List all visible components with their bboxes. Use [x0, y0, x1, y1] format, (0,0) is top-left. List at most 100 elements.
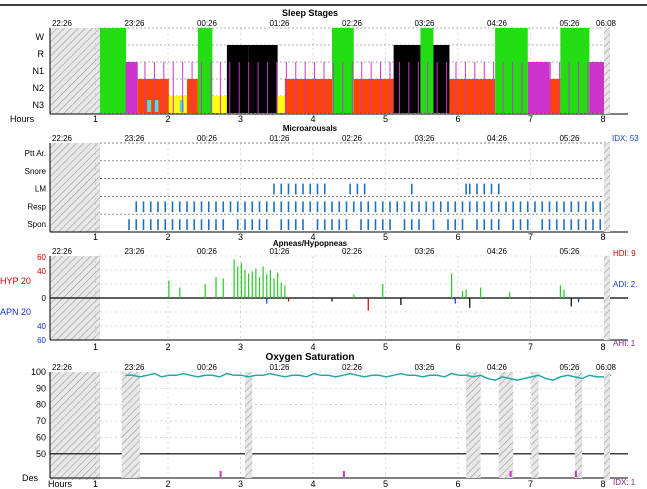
microarousal-index: IDX: 53 [612, 134, 639, 143]
sleep-hours-label: Hours [10, 114, 35, 124]
time-tick-label: 00:26 [197, 134, 218, 143]
micro-grid [49, 142, 628, 233]
desaturation-event [219, 471, 222, 477]
time-tick-label: 05:26 [559, 363, 580, 372]
time-tick-label: 01:26 [269, 247, 290, 256]
time-tick-label: 05:26 [559, 19, 580, 28]
sleep-segments [100, 28, 608, 113]
hour-tick-label: 5 [383, 342, 388, 352]
time-tick-label: 01:26 [269, 363, 290, 372]
apnea-yaxis: 60 40 0 40 60 [37, 253, 46, 345]
sleep-stage-segment [527, 62, 550, 113]
sleep-stage-segment [420, 28, 434, 113]
micro-time-ticks: 22:26 23:26 00:26 01:26 02:26 03:26 04:26 05:26 [52, 134, 580, 143]
sleep-stage-label: N3 [32, 100, 44, 110]
time-tick-label: 22:26 [52, 363, 73, 372]
time-tick-label: 03:26 [414, 363, 435, 372]
hdi-label: HDI: 9 [613, 249, 636, 258]
time-tick-label: 23:26 [124, 247, 145, 256]
time-tick-label: 04:26 [487, 19, 508, 28]
hour-tick-label: 8 [600, 479, 605, 489]
apn-tick-label: 40 [37, 322, 46, 331]
hour-tick-label: 5 [383, 232, 388, 242]
time-tick-label: 23:26 [124, 134, 145, 143]
sleep-stage-segment [549, 79, 561, 113]
sleep-stage-segment [393, 45, 421, 113]
sleep-stage-segment [277, 96, 285, 113]
apneas-title: Apneas/Hypopneas [273, 239, 348, 248]
time-tick-label: 01:26 [269, 19, 290, 28]
sleep-stage-label: R [38, 49, 45, 59]
hour-tick-label: 4 [310, 114, 315, 124]
hyp-tick-label: 40 [37, 267, 46, 276]
micro-row-label: LM [35, 185, 46, 194]
sleep-stage-segment [317, 79, 332, 113]
sleep-stage-segment [212, 96, 227, 113]
apnea-events [168, 259, 580, 311]
apnea-hour-ticks: 1 2 3 4 5 6 7 8 [93, 342, 606, 352]
sleep-n3-alt-mark [147, 100, 152, 112]
oxygen-hours-label: Hours [48, 479, 73, 489]
desaturation-window [466, 372, 481, 478]
apnea-lights-on-hatch [604, 256, 610, 340]
adi-label: ADI: 2. [613, 280, 637, 289]
time-tick-label: 06:08 [596, 363, 617, 372]
hour-tick-label: 7 [528, 342, 533, 352]
sleep-stage-segment [284, 79, 318, 113]
time-tick-label: 23:26 [124, 19, 145, 28]
desaturation-window [531, 372, 539, 478]
time-tick-label: 02:26 [342, 363, 363, 372]
oxygen-panel: Oxygen Saturation 22:26 23:26 00:26 01:26 02… [22, 352, 636, 489]
hour-tick-label: 7 [528, 232, 533, 242]
apnea-time-ticks: 22:26 23:26 00:26 01:26 02:26 03:26 04:26 05:26 [52, 247, 580, 256]
sleep-lights-off-hatch [50, 28, 100, 114]
hour-tick-label: 8 [600, 342, 605, 352]
hour-tick-label: 6 [455, 232, 460, 242]
sleep-stage-segment [168, 96, 187, 113]
sleep-n3-alt-mark [179, 100, 184, 112]
sleep-stage-segment [100, 28, 127, 113]
time-tick-label: 04:26 [487, 247, 508, 256]
time-tick-label: 05:26 [559, 134, 580, 143]
sleep-stages-panel: Sleep Stages 22:26 23:26 00:26 01:26 02:26 03… [10, 8, 628, 124]
time-tick-label: 03:26 [414, 134, 435, 143]
sleep-lights-on-hatch [604, 28, 610, 114]
sleep-stages-title: Sleep Stages [282, 8, 338, 18]
sleep-stage-segment [248, 45, 278, 113]
micro-row-label: Ptt Ar. [25, 149, 46, 158]
apneas-panel: Apneas/Hypopneas 22:26 23:26 00:26 01:26 02:… [0, 239, 637, 352]
desaturation-event [574, 471, 577, 477]
desaturation-window [498, 372, 514, 478]
time-tick-label: 03:26 [414, 19, 435, 28]
sleep-stage-labels: WR N1 N2 N3 [32, 32, 44, 110]
hour-tick-label: 3 [238, 114, 243, 124]
hour-tick-label: 2 [165, 232, 170, 242]
des-label: Des [22, 473, 39, 483]
oxygen-yaxis: 100 90 80 70 60 50 [31, 367, 46, 459]
hour-tick-label: 7 [528, 479, 533, 489]
hour-tick-label: 5 [383, 479, 388, 489]
sleep-n3-alt-mark [154, 100, 159, 112]
oxygen-time-ticks: 22:26 23:26 00:26 01:26 02:26 03:26 04:26 05:26… [52, 363, 617, 372]
micro-lights-off-hatch [50, 143, 100, 232]
microarousals-title: Microarousals [283, 124, 338, 133]
sleep-stage-segment [560, 28, 590, 113]
oxygen-lights-off-hatch [50, 372, 100, 480]
sleep-stage-label: N1 [32, 66, 44, 76]
sleep-stage-segment [449, 79, 496, 113]
hour-tick-label: 4 [310, 479, 315, 489]
oxygen-des-events [219, 471, 606, 477]
hyp-tick-label: 60 [37, 253, 46, 262]
time-tick-label: 22:26 [52, 247, 73, 256]
oxygen-desat-windows [121, 372, 583, 478]
oxygen-index: IDX: 1 [613, 478, 636, 487]
desaturation-event [509, 471, 512, 477]
time-tick-label: 03:26 [414, 247, 435, 256]
time-tick-label: 02:26 [342, 19, 363, 28]
oxygen-hour-ticks: 1 2 3 4 5 6 7 8 [93, 479, 606, 489]
time-tick-label: 00:26 [197, 363, 218, 372]
micro-row-label: Spon [27, 220, 46, 229]
time-tick-label: 00:26 [197, 19, 218, 28]
oxygen-tick-label: 100 [31, 367, 46, 377]
